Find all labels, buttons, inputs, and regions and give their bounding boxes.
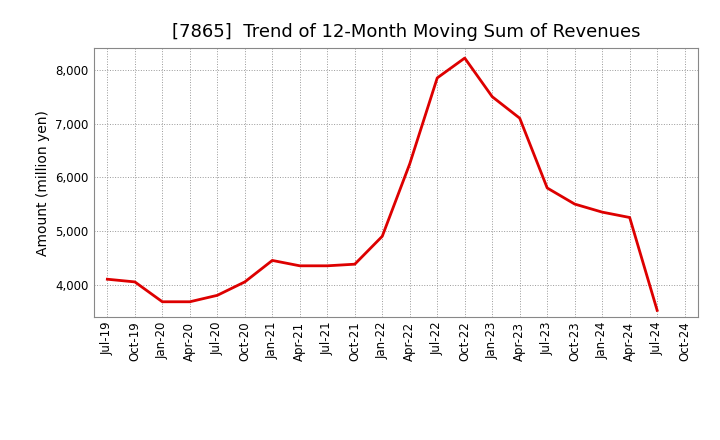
Y-axis label: Amount (million yen): Amount (million yen) [36,110,50,256]
Text: [7865]  Trend of 12-Month Moving Sum of Revenues: [7865] Trend of 12-Month Moving Sum of R… [172,23,641,41]
